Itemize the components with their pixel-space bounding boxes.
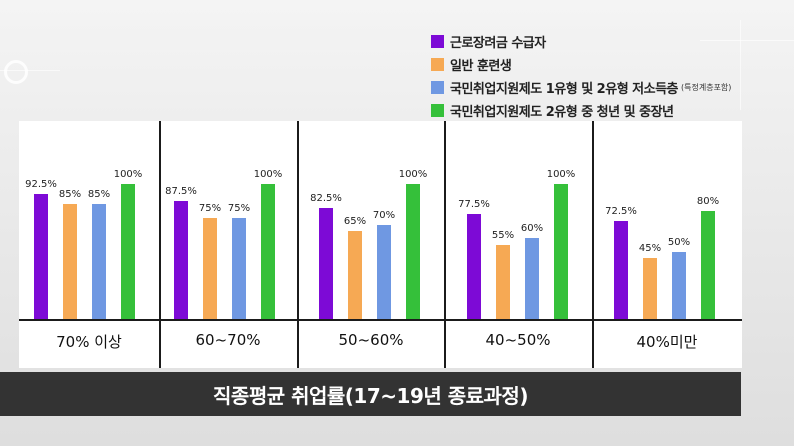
bar-chart: 70% 이상 92.5% 85% 85% 100% 60~70% 87.5% 75% 75% 10… — [19, 121, 742, 368]
bar-value-label: 77.5% — [458, 199, 490, 211]
bar — [672, 251, 686, 319]
category-label: 60~70% — [195, 331, 261, 349]
category-baseline — [19, 319, 742, 321]
decorative-line — [700, 40, 794, 41]
bar — [377, 224, 391, 319]
category-divider — [297, 121, 299, 368]
bar — [232, 217, 246, 319]
category-label: 40~50% — [485, 331, 551, 349]
bar — [614, 221, 628, 319]
category-divider — [159, 121, 161, 368]
bar — [348, 231, 362, 319]
legend-label: 국민취업지원제도 1유형 및 2유형 저소득층 — [450, 82, 679, 97]
bar — [121, 184, 135, 319]
bar — [319, 207, 333, 319]
legend-item: 근로장려금 수급자 — [431, 30, 731, 53]
bar-value-label: 82.5% — [310, 192, 342, 204]
bar — [701, 211, 715, 319]
bar — [406, 184, 420, 319]
bar — [643, 258, 657, 319]
legend-swatch — [431, 81, 444, 94]
decorative-line — [740, 20, 741, 110]
bar-value-label: 100% — [113, 169, 143, 180]
legend-label: 근로장려금 수급자 — [450, 36, 546, 51]
bar — [467, 214, 481, 319]
legend-swatch — [431, 104, 444, 117]
bar-value-label: 45% — [638, 243, 662, 255]
bar-value-label: 100% — [253, 169, 283, 180]
bar — [554, 184, 568, 319]
bar — [525, 238, 539, 319]
bar-value-label: 85% — [87, 189, 111, 201]
category-divider — [444, 121, 446, 368]
category-label: 50~60% — [338, 331, 404, 349]
bar-value-label: 72.5% — [605, 206, 637, 218]
legend-label: 일반 훈련생 — [450, 59, 512, 74]
bar-value-label: 75% — [227, 202, 251, 214]
bar — [174, 200, 188, 319]
legend-item: 국민취업지원제도 1유형 및 2유형 저소득층 (특정계층포함) — [431, 76, 731, 99]
bar — [496, 244, 510, 319]
bar-value-label: 60% — [520, 223, 544, 234]
bar-value-label: 92.5% — [25, 179, 57, 191]
chart-caption: 직종평균 취업률(17~19년 종료과정) — [213, 383, 528, 408]
legend-label: 국민취업지원제도 2유형 중 청년 및 중장년 — [450, 105, 674, 120]
legend-item: 국민취업지원제도 2유형 중 청년 및 중장년 — [431, 99, 731, 122]
bar-value-label: 50% — [667, 236, 691, 248]
legend-note: (특정계층포함) — [681, 83, 732, 92]
legend-swatch — [431, 35, 444, 48]
legend-item: 일반 훈련생 — [431, 53, 731, 76]
bar — [34, 194, 48, 319]
bar — [261, 184, 275, 319]
legend-swatch — [431, 58, 444, 71]
bar-value-label: 80% — [696, 196, 720, 207]
bar — [63, 204, 77, 319]
chart-legend: 근로장려금 수급자 일반 훈련생 국민취업지원제도 1유형 및 2유형 저소득층… — [431, 30, 731, 122]
bar — [203, 217, 217, 319]
caption-bar: 직종평균 취업률(17~19년 종료과정) — [0, 372, 741, 416]
bar-value-label: 100% — [398, 169, 428, 180]
bar-value-label: 65% — [343, 216, 367, 228]
category-divider — [592, 121, 594, 368]
bar-value-label: 100% — [546, 169, 576, 180]
bar-value-label: 70% — [372, 209, 396, 221]
category-label: 70% 이상 — [56, 333, 122, 351]
bar-value-label: 87.5% — [165, 185, 197, 197]
bar-value-label: 55% — [491, 229, 515, 241]
bar-value-label: 75% — [198, 202, 222, 214]
decorative-line — [0, 70, 60, 71]
decorative-ring — [4, 60, 28, 84]
bar — [92, 204, 106, 319]
bar-value-label: 85% — [58, 189, 82, 201]
category-label: 40%미만 — [636, 333, 698, 351]
